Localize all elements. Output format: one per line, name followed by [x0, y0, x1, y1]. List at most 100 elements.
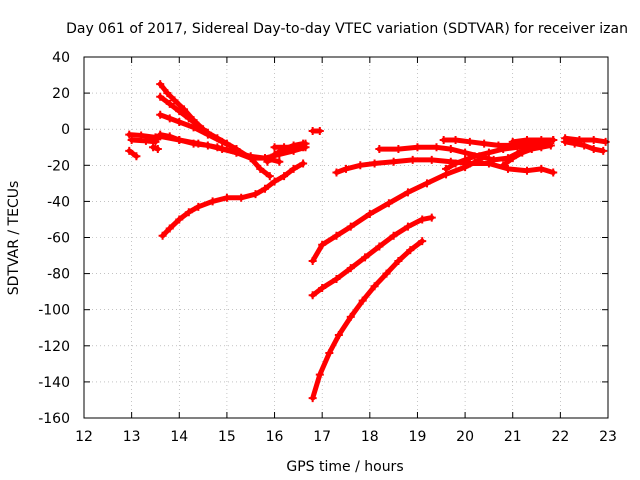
data-point — [149, 143, 158, 152]
y-tick-label: -160 — [38, 411, 70, 427]
series-s22 — [508, 136, 558, 146]
data-point — [446, 145, 455, 154]
x-tick-label: 23 — [599, 429, 617, 445]
data-point — [370, 282, 379, 291]
data-point — [361, 253, 370, 262]
data-point — [589, 136, 598, 145]
data-point — [382, 269, 391, 278]
data-point — [263, 157, 272, 166]
data-point — [325, 349, 334, 358]
data-point — [451, 159, 460, 168]
data-point — [549, 136, 558, 145]
series-s23 — [561, 137, 608, 155]
data-point — [489, 155, 498, 164]
data-point — [384, 199, 393, 208]
data-point — [308, 394, 317, 403]
series-s24 — [561, 134, 610, 146]
y-tick-label: 20 — [52, 86, 70, 102]
data-point — [356, 161, 365, 170]
data-point — [127, 136, 136, 145]
data-point — [546, 141, 555, 150]
data-point — [518, 148, 527, 157]
data-point — [246, 154, 255, 163]
x-tick-label: 22 — [551, 429, 569, 445]
data-point — [163, 89, 172, 98]
series-s16 — [308, 237, 427, 403]
data-point — [125, 130, 134, 139]
y-tick-label: -60 — [47, 231, 70, 247]
data-point — [308, 291, 317, 300]
data-point — [370, 159, 379, 168]
data-point — [175, 107, 184, 116]
chart-title: Day 061 of 2017, Sidereal Day-to-day VTE… — [66, 21, 628, 37]
data-point — [508, 154, 517, 163]
data-point — [499, 161, 508, 170]
y-tick-label: 0 — [61, 122, 70, 138]
data-point — [513, 143, 522, 152]
data-point — [299, 159, 308, 168]
data-point — [575, 136, 584, 145]
series-line — [562, 135, 609, 145]
data-point — [346, 264, 355, 273]
data-point — [332, 231, 341, 240]
data-point — [289, 164, 298, 173]
y-tick-label: -140 — [38, 375, 70, 391]
y-axis-label: SDTVAR / TECUs — [6, 181, 22, 296]
data-point — [365, 210, 374, 219]
data-point — [256, 164, 265, 173]
data-point — [175, 215, 184, 224]
data-point — [389, 157, 398, 166]
data-point — [332, 275, 341, 284]
data-point — [208, 197, 217, 206]
x-tick-label: 16 — [266, 429, 284, 445]
x-tick-label: 12 — [75, 429, 93, 445]
data-point — [427, 155, 436, 164]
data-point — [175, 117, 184, 126]
data-point — [270, 150, 279, 159]
data-point — [280, 172, 289, 181]
data-point — [465, 159, 474, 168]
ticks: 12 13 14 15 16 17 18 19 20 21 22 23 40 20 0 -20 -40 -60 -8… — [38, 50, 617, 445]
data-point — [270, 143, 279, 152]
data-point — [308, 256, 317, 265]
data-point — [580, 141, 589, 150]
data-point — [218, 137, 227, 146]
data-point — [403, 222, 412, 231]
data-point — [194, 202, 203, 211]
data-point — [537, 143, 546, 152]
y-tick-label: -120 — [38, 339, 70, 355]
x-tick-label: 20 — [456, 429, 474, 445]
data-point — [153, 145, 162, 154]
data-point — [232, 148, 241, 157]
data-point — [184, 114, 193, 123]
data-point — [422, 179, 431, 188]
data-point — [194, 139, 203, 148]
data-point — [289, 143, 298, 152]
data-point — [375, 145, 384, 154]
data-point — [508, 137, 517, 146]
data-point — [432, 143, 441, 152]
data-point — [156, 80, 165, 89]
data-point — [151, 137, 160, 146]
data-point — [499, 145, 508, 154]
series-line — [310, 215, 435, 298]
x-tick-label: 13 — [123, 429, 141, 445]
data-point — [413, 143, 422, 152]
data-point — [141, 136, 150, 145]
y-tick-label: -100 — [38, 303, 70, 319]
series-layer — [125, 80, 610, 403]
series-line — [160, 161, 306, 239]
data-point — [465, 137, 474, 146]
data-point — [342, 164, 350, 173]
series-s21 — [499, 141, 555, 170]
data-point — [346, 222, 355, 231]
data-point — [165, 99, 174, 108]
data-point — [470, 152, 479, 161]
data-point — [318, 240, 327, 249]
data-point — [346, 312, 355, 321]
series-s15 — [308, 213, 436, 300]
data-point — [165, 114, 174, 123]
data-point — [537, 164, 546, 173]
data-point — [237, 193, 246, 202]
